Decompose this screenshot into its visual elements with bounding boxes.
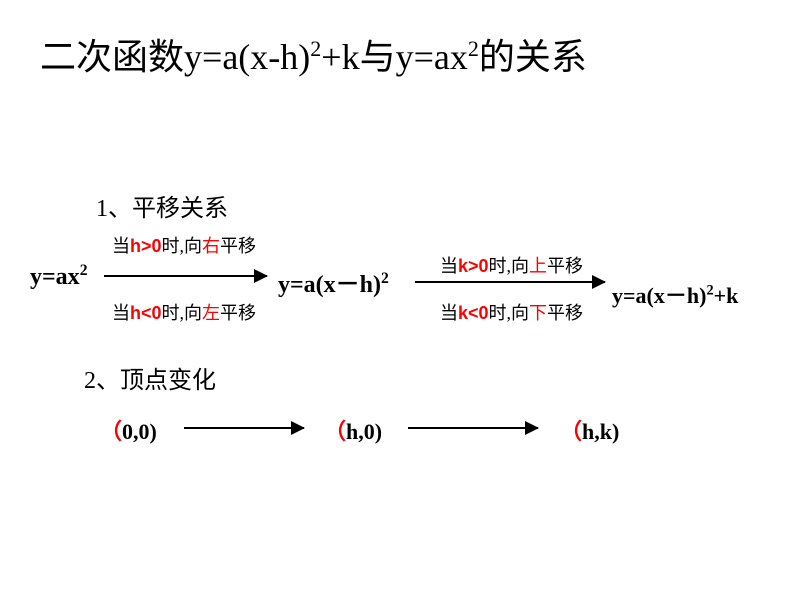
l1t-pre: 当 [112,236,130,256]
subheading-1: 1、平移关系 [96,188,228,223]
l1t-cond: h>0 [130,236,162,256]
formula-step2-exp: 2 [381,270,389,287]
title-formula2-exp: 2 [468,36,479,61]
label-arrow1-bot: 当h<0时,向左平移 [112,299,256,325]
vertex-1: （0,0) [100,414,157,446]
l2b-mid: 时,向 [489,303,530,323]
l2b-post: 平移 [547,303,583,323]
title-formula2a: y=ax [396,37,468,77]
l2t-cond: k>0 [458,256,489,276]
vertex-1-val: 0,0) [122,419,157,444]
label-arrow2-bot: 当k<0时,向下平移 [440,299,583,325]
title-prefix: 二次函数 [40,37,184,77]
l2t-pre: 当 [440,256,458,276]
subheading-2: 2、顶点变化 [84,360,216,395]
vertex-2-val: h,0) [346,419,382,444]
l1b-post: 平移 [220,303,256,323]
vertex-2: （h,0) [324,414,382,446]
vertex-2-open: （ [324,419,346,444]
arrow-v1 [184,427,304,429]
formula-step2: y=a(x－h)2 [278,264,389,299]
arrow-2 [415,281,605,283]
l1b-mid: 时,向 [162,303,203,323]
title-conj: 与 [360,37,396,77]
title-suffix: 的关系 [479,37,587,77]
vertex-1-open: （ [100,419,122,444]
formula-step3: y=a(x－h)2+k [612,278,738,310]
l1t-dir: 右 [202,236,220,256]
page-title: 二次函数y=a(x-h)2+k与y=ax2的关系 [40,28,587,80]
title-formula1b: +k [321,37,359,77]
formula-step3-textb: +k [714,283,739,308]
l2b-cond: k<0 [458,303,489,323]
l1t-mid: 时,向 [162,236,203,256]
l2t-post: 平移 [547,256,583,276]
l2b-pre: 当 [440,303,458,323]
l1b-pre: 当 [112,303,130,323]
formula-step1-exp: 2 [80,262,88,279]
l1b-cond: h<0 [130,303,162,323]
formula-step3-exp: 2 [706,283,713,299]
vertex-3-open: （ [560,419,582,444]
l1t-post: 平移 [220,236,256,256]
l1b-dir: 左 [202,303,220,323]
formula-step3-text: y=a(x－h) [612,283,706,308]
l2t-dir: 上 [529,256,547,276]
arrow-1 [104,275,267,277]
l2t-mid: 时,向 [489,256,530,276]
label-arrow2-top: 当k>0时,向上平移 [440,252,583,278]
title-formula1a: y=a(x-h) [184,37,310,77]
title-formula1-exp: 2 [310,36,321,61]
label-arrow1-top: 当h>0时,向右平移 [112,232,256,258]
formula-step1-text: y=ax [30,264,80,290]
vertex-3: （h,k) [560,414,619,446]
l2b-dir: 下 [529,303,547,323]
formula-step2-text: y=a(x－h) [278,272,381,298]
vertex-3-val: h,k) [582,419,619,444]
formula-step1: y=ax2 [30,262,87,291]
arrow-v2 [408,427,538,429]
